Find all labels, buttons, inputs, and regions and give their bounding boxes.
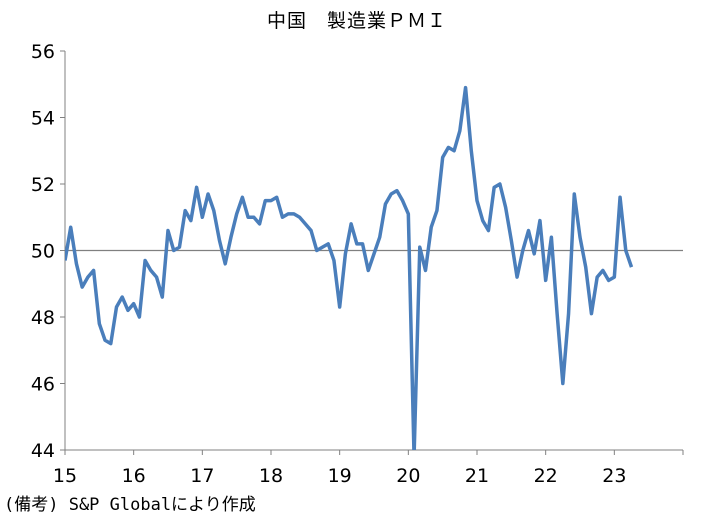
x-tick-label: 18 — [259, 465, 283, 487]
y-tick-label: 50 — [31, 241, 55, 263]
x-tick-label: 20 — [396, 465, 420, 487]
source-note: (備考) S&P Globalにより作成 — [4, 495, 256, 515]
y-tick-label: 44 — [31, 440, 55, 462]
x-tick-label: 21 — [465, 465, 489, 487]
x-axis: 15 16 17 18 19 20 21 22 23 — [53, 450, 684, 487]
x-tick-label: 19 — [328, 465, 352, 487]
x-tick-label: 23 — [602, 465, 626, 487]
series-line-0 — [65, 85, 634, 450]
y-axis: 44 46 48 50 52 54 56 — [31, 41, 65, 462]
y-tick-label: 52 — [31, 174, 55, 196]
y-tick-label: 54 — [31, 108, 55, 130]
x-tick-label: 17 — [190, 465, 214, 487]
x-tick-label: 15 — [53, 465, 77, 487]
series-layer — [65, 85, 634, 450]
chart-title: 中国 製造業ＰＭＩ — [266, 10, 447, 32]
y-tick-label: 46 — [31, 374, 55, 396]
y-tick-label: 56 — [31, 41, 55, 63]
x-tick-label: 16 — [122, 465, 146, 487]
y-tick-label: 48 — [31, 307, 55, 329]
x-tick-label: 22 — [534, 465, 558, 487]
